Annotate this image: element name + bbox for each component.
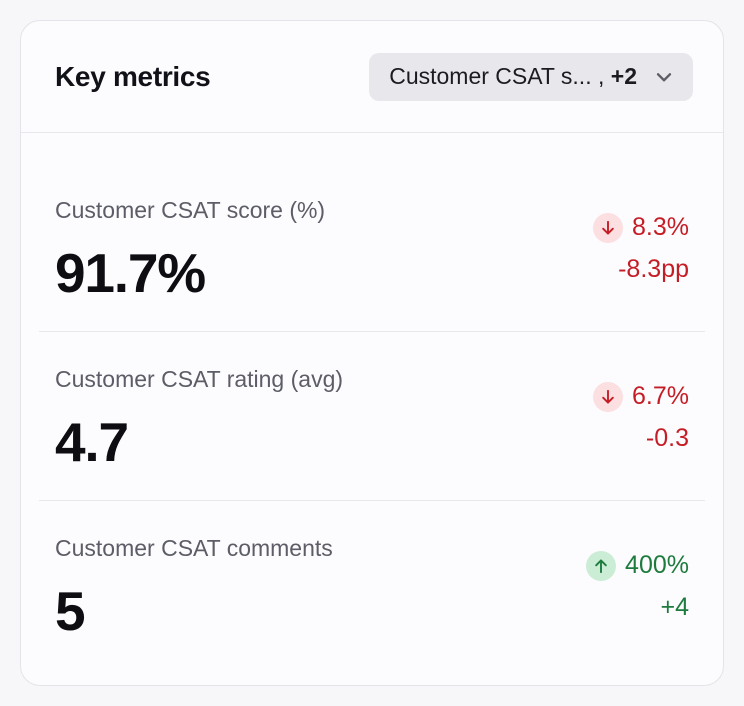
chevron-down-icon	[651, 64, 677, 90]
metric-value: 4.7	[55, 411, 129, 473]
arrow-down-icon	[599, 388, 617, 406]
delta-percent: 8.3%	[632, 213, 689, 241]
metric-main: Customer CSAT score (%) 91.7%	[55, 195, 325, 301]
arrow-up-icon	[592, 557, 610, 575]
metric-row-csat-score: Customer CSAT score (%) 91.7% 8.3% -8.3p…	[21, 133, 723, 331]
metrics-filter-selected-value: Customer CSAT s...	[389, 63, 592, 89]
delta-badge	[593, 381, 624, 412]
delta-line: 6.7%	[593, 381, 689, 412]
delta-badge	[593, 212, 624, 243]
row-divider	[39, 500, 705, 501]
delta-percent: 6.7%	[632, 382, 689, 410]
metric-main: Customer CSAT comments 5	[55, 533, 333, 639]
metric-delta: 400% +4	[586, 550, 689, 622]
metric-row-csat-rating: Customer CSAT rating (avg) 4.7 6.7% -0.3	[21, 332, 723, 500]
key-metrics-card: Key metrics Customer CSAT s... , +2 Cust…	[20, 20, 724, 686]
delta-line: 8.3%	[593, 212, 689, 243]
metrics-list: Customer CSAT score (%) 91.7% 8.3% -8.3p…	[21, 133, 723, 669]
delta-absolute: +4	[660, 592, 689, 621]
delta-absolute: -8.3pp	[618, 254, 689, 283]
arrow-down-icon	[599, 219, 617, 237]
delta-percent: 400%	[625, 551, 689, 579]
card-header: Key metrics Customer CSAT s... , +2	[21, 21, 723, 133]
metric-label: Customer CSAT comments	[55, 535, 333, 561]
delta-absolute: -0.3	[645, 423, 689, 452]
metric-value: 5	[55, 580, 86, 642]
delta-badge	[586, 550, 617, 581]
metrics-filter-separator: ,	[591, 63, 611, 89]
delta-line: 400%	[586, 550, 689, 581]
metric-row-csat-comments: Customer CSAT comments 5 400% +4	[21, 501, 723, 669]
metric-main: Customer CSAT rating (avg) 4.7	[55, 364, 343, 470]
metric-delta: 8.3% -8.3pp	[593, 212, 689, 284]
row-divider	[39, 331, 705, 332]
metrics-filter-extra-count: +2	[610, 63, 637, 89]
metric-value: 91.7%	[55, 242, 206, 304]
metric-label: Customer CSAT score (%)	[55, 197, 326, 223]
page-title: Key metrics	[55, 60, 211, 92]
metric-delta: 6.7% -0.3	[593, 381, 689, 453]
metrics-filter-dropdown[interactable]: Customer CSAT s... , +2	[369, 52, 693, 101]
metric-label: Customer CSAT rating (avg)	[55, 366, 344, 392]
